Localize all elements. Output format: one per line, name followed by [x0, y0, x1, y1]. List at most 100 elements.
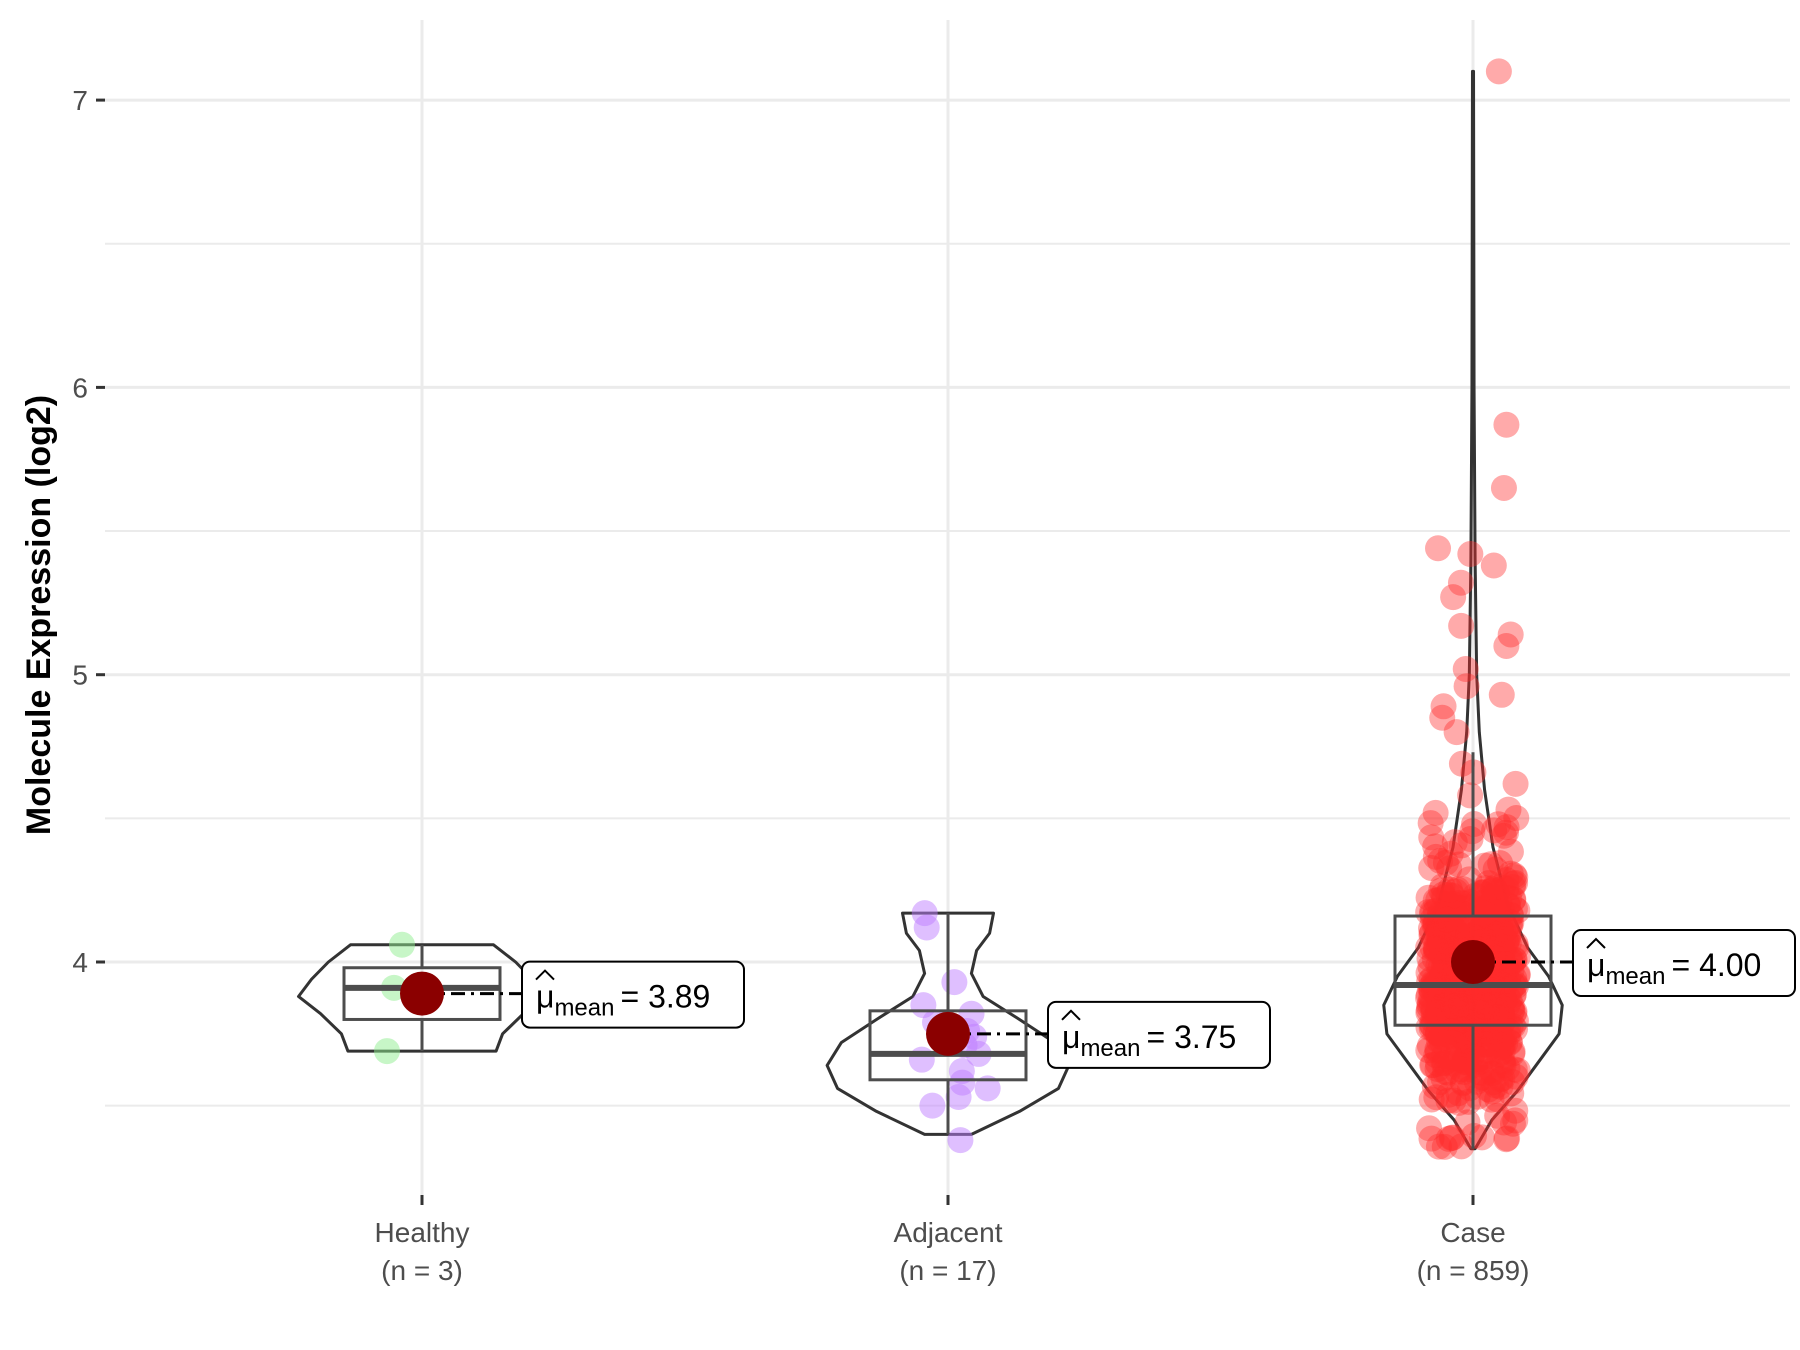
data-point [1494, 921, 1521, 948]
data-point [1446, 989, 1473, 1016]
data-point [1473, 912, 1500, 939]
data-point [1463, 889, 1490, 916]
data-point [1492, 1030, 1519, 1057]
data-point [1449, 1027, 1476, 1054]
data-point [1446, 1089, 1473, 1116]
data-point [1501, 947, 1528, 974]
violin-case [1382, 69, 1564, 1151]
data-point [1493, 814, 1520, 841]
data-point [1499, 874, 1526, 901]
data-point [1485, 1041, 1512, 1068]
data-point [1462, 1051, 1489, 1078]
data-point [1424, 999, 1451, 1026]
data-point [1488, 916, 1515, 943]
data-point [974, 1075, 1001, 1102]
data-point [1431, 1042, 1458, 1069]
data-point [1492, 921, 1519, 948]
data-point [1468, 890, 1495, 917]
data-point [1438, 1125, 1465, 1152]
data-point [1451, 1049, 1478, 1076]
data-point [1415, 934, 1442, 961]
data-point [1447, 889, 1474, 916]
data-point [1502, 869, 1529, 896]
data-point [1487, 1073, 1514, 1100]
data-point [1448, 750, 1475, 777]
data-point [1418, 984, 1445, 1011]
data-point [1445, 1032, 1472, 1059]
data-point [1483, 898, 1510, 925]
data-point [1466, 917, 1493, 944]
data-point [1417, 953, 1444, 980]
data-point [1422, 937, 1449, 964]
data-point [1440, 988, 1467, 1015]
data-point [1487, 917, 1514, 944]
data-point [1418, 824, 1445, 851]
data-point [1469, 879, 1496, 906]
data-point [1455, 1032, 1482, 1059]
data-point [1436, 993, 1463, 1020]
data-point [1419, 1052, 1446, 1079]
data-point [1428, 982, 1455, 1009]
data-point [1417, 810, 1444, 837]
data-point [1494, 1055, 1521, 1082]
data-point [1486, 1025, 1513, 1052]
data-point [1493, 875, 1520, 902]
data-point [1490, 926, 1517, 953]
data-point [1457, 889, 1484, 916]
data-point [1473, 917, 1500, 944]
data-point [1497, 621, 1524, 648]
data-point [1484, 921, 1511, 948]
data-point [1429, 873, 1456, 900]
data-point [1438, 996, 1465, 1023]
data-point [1490, 822, 1517, 849]
data-point [1477, 1060, 1504, 1087]
mean-label: μmean = 3.75 [1062, 1019, 1236, 1062]
data-point [1467, 920, 1494, 947]
data-point [1489, 1024, 1516, 1051]
data-point [1494, 891, 1521, 918]
data-point [1416, 968, 1443, 995]
data-point [1497, 860, 1524, 887]
data-point [1489, 874, 1516, 901]
data-point [1468, 999, 1495, 1026]
data-point [1504, 962, 1531, 989]
data-point [1428, 983, 1455, 1010]
data-point [1493, 1126, 1520, 1153]
data-point [1482, 904, 1509, 931]
data-point [389, 931, 415, 958]
data-point [1490, 474, 1517, 501]
data-point [1502, 1007, 1529, 1034]
data-point [1501, 862, 1528, 889]
data-point [1457, 989, 1484, 1016]
data-point [1488, 919, 1515, 946]
data-point [1488, 1000, 1515, 1027]
data-point [1428, 942, 1455, 969]
data-point [1466, 983, 1493, 1010]
hat-icon [1586, 937, 1606, 949]
data-point [1472, 875, 1499, 902]
data-point [1500, 886, 1527, 913]
data-point [1474, 893, 1501, 920]
data-point [1464, 1032, 1491, 1059]
data-point [1415, 1014, 1442, 1041]
data-point [1448, 894, 1475, 921]
data-point [1464, 1045, 1491, 1072]
data-point [1473, 1000, 1500, 1027]
data-point [1424, 1050, 1451, 1077]
data-point [1442, 996, 1469, 1023]
data-point [1496, 913, 1523, 940]
data-point [948, 1058, 975, 1085]
data-point [1433, 914, 1460, 941]
data-point [1424, 1038, 1451, 1065]
data-point [1482, 856, 1509, 883]
data-point [1493, 867, 1520, 894]
data-point [1441, 987, 1468, 1014]
data-point [1454, 999, 1481, 1026]
data-point [1450, 904, 1477, 931]
data-point [1477, 892, 1504, 919]
data-point [1416, 1115, 1443, 1142]
data-point [1481, 817, 1508, 844]
mean-label: μmean = 4.00 [1587, 947, 1761, 990]
data-point [1418, 991, 1445, 1018]
data-point [1492, 929, 1519, 956]
